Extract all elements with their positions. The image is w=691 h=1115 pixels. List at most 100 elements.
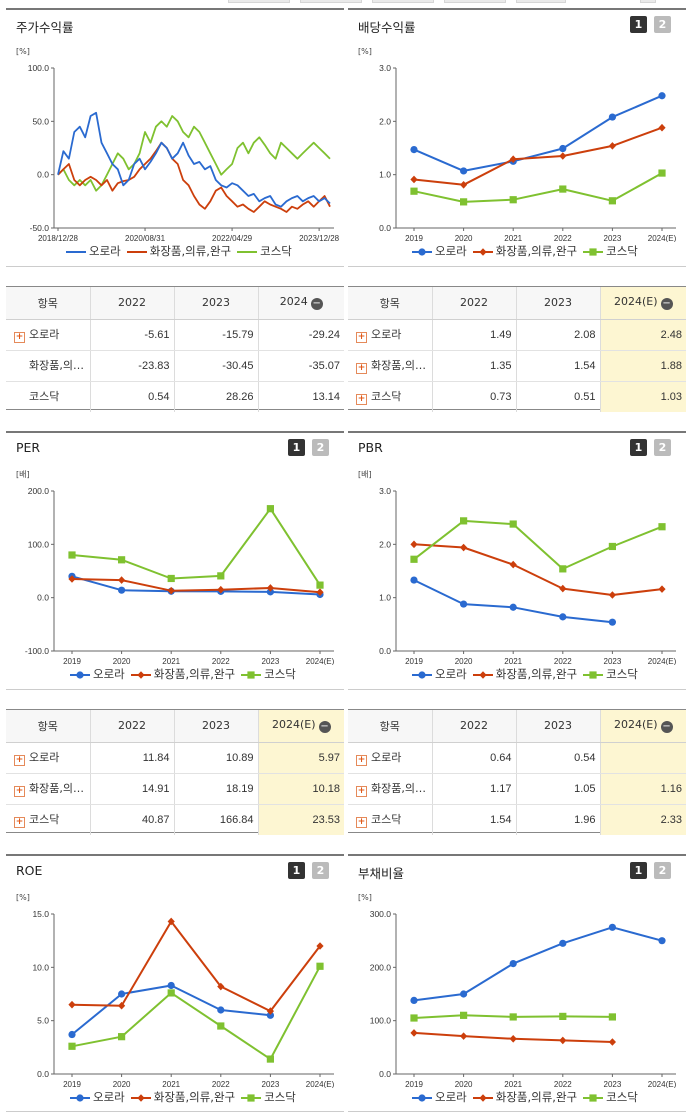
row-name-cell[interactable]: + 오로라: [348, 319, 432, 351]
table-header-label: 항목: [379, 719, 400, 733]
data-point: [266, 584, 274, 592]
value-cell: 23.53: [257, 804, 344, 835]
collapse-icon[interactable]: −: [310, 298, 323, 311]
legend-swatch: [583, 248, 604, 256]
row-name-cell[interactable]: + 오로라: [6, 742, 90, 774]
collapse-icon[interactable]: −: [660, 721, 673, 734]
y-tick-label: 2.0: [379, 539, 391, 549]
top-tab[interactable]: [228, 0, 290, 3]
chart-mode-button-1[interactable]: 1: [288, 862, 305, 879]
top-tab[interactable]: [516, 0, 566, 3]
expand-plus-icon[interactable]: +: [14, 786, 25, 797]
legend-item[interactable]: 화장품,의류,완구: [130, 666, 235, 682]
value-cell: -15.79: [173, 319, 258, 351]
legend-item[interactable]: 오로라: [70, 1089, 125, 1105]
legend-item[interactable]: 오로라: [70, 666, 125, 682]
legend-item[interactable]: 코스닥: [583, 243, 638, 259]
data-point: [559, 144, 567, 153]
panel-title: 주가수익률: [16, 20, 74, 35]
collapse-icon[interactable]: −: [660, 298, 673, 311]
x-tick-label: 2019: [405, 657, 423, 665]
x-tick-label: 2021: [162, 657, 180, 665]
row-name: 코스닥: [29, 390, 60, 404]
x-tick-label: 2022/04/29: [212, 234, 253, 242]
top-tab-strip: [0, 0, 691, 6]
value-cell: 166.84: [173, 804, 258, 835]
legend-item[interactable]: 화장품,의류,완구: [472, 243, 577, 259]
roe-chart-panel: ROE 1 2 [%] 15.0 10.0 5.0 0.0 2019 2020 2021 2022 20…: [6, 854, 344, 1112]
expand-plus-icon[interactable]: +: [14, 817, 25, 829]
y-tick-label: 0.0: [379, 646, 391, 656]
x-tick-label: 2019: [63, 657, 81, 665]
expand-plus-icon[interactable]: +: [356, 817, 367, 829]
data-point: [68, 1000, 76, 1009]
chart-mode-button-2[interactable]: 2: [654, 862, 671, 879]
top-tab[interactable]: [372, 0, 434, 3]
data-point: [68, 551, 76, 559]
legend-item[interactable]: 화장품,의류,완구: [126, 243, 231, 259]
chart-legend: 오로라 화장품,의류,완구 코스닥: [66, 243, 298, 259]
expand-plus-icon[interactable]: +: [356, 332, 367, 343]
chart-mode-button-1[interactable]: 1: [630, 16, 647, 33]
top-tab[interactable]: [300, 0, 362, 3]
data-point: [460, 517, 468, 525]
legend-item[interactable]: 오로라: [412, 243, 467, 259]
table-header: 2024(E) −: [599, 287, 686, 320]
expand-plus-icon[interactable]: +: [356, 755, 367, 766]
data-point: [68, 1030, 76, 1039]
expand-plus-icon[interactable]: +: [356, 394, 367, 406]
row-name-cell[interactable]: + 화장품,의…: [6, 773, 90, 805]
legend-item[interactable]: 화장품,의류,완구: [472, 1089, 578, 1105]
row-name-cell[interactable]: + 오로라: [6, 319, 90, 351]
pbr-chart-panel: PBR 1 2 [배] 3.0 2.0 1.0 0.0 2019 2020 2021 2022 2023…: [348, 431, 686, 690]
series-line-3: [71, 507, 321, 586]
expand-plus-icon[interactable]: +: [356, 363, 367, 374]
data-point: [118, 556, 126, 564]
top-tab[interactable]: [640, 0, 656, 3]
chart-mode-button-1[interactable]: 1: [288, 439, 305, 456]
row-name-cell[interactable]: + 코스닥: [348, 804, 432, 835]
legend-item[interactable]: 오로라: [412, 666, 467, 682]
x-tick-label: 2024(E): [648, 1080, 677, 1088]
legend-label: 화장품,의류,완구: [495, 1090, 578, 1104]
row-name-cell[interactable]: + 코스닥: [6, 804, 90, 835]
value-cell: 10.89: [173, 742, 258, 774]
y-tick-label: 3.0: [379, 486, 391, 496]
series-line-1: [413, 579, 613, 624]
expand-plus-icon[interactable]: +: [14, 755, 25, 766]
debt-chart-panel: 부채비율 1 2 [%] 300.0 200.0 100.0 0.0 2019 2020 2021 2…: [348, 854, 686, 1112]
legend-item[interactable]: 코스닥: [241, 666, 296, 682]
legend-item[interactable]: 코스닥: [583, 666, 638, 682]
legend-item[interactable]: 오로라: [412, 1089, 467, 1105]
legend-item[interactable]: 코스닥: [237, 243, 292, 259]
chart-mode-button-1[interactable]: 1: [630, 862, 647, 879]
data-point: [68, 1042, 76, 1050]
expand-plus-icon[interactable]: +: [356, 786, 367, 797]
row-name-cell[interactable]: + 화장품,의…: [348, 773, 432, 805]
table-header: 항목: [6, 287, 90, 320]
expand-plus-icon[interactable]: +: [14, 332, 25, 343]
legend-label: 코스닥: [606, 667, 638, 681]
legend-item[interactable]: 화장품,의류,완구: [130, 1089, 235, 1105]
legend-item[interactable]: 코스닥: [241, 1089, 296, 1105]
chart-mode-button-2[interactable]: 2: [312, 439, 329, 456]
chart-mode-button-2[interactable]: 2: [312, 862, 329, 879]
table-header: 2024(E) −: [599, 710, 686, 743]
collapse-icon[interactable]: −: [318, 721, 331, 734]
row-name-cell[interactable]: + 코스닥: [348, 381, 432, 412]
legend-item[interactable]: 화장품,의류,완구: [472, 666, 577, 682]
pbr-data-table: 항목 2022 2023 2024(E) − + 오로라 0.64 0.54 + 화장품,의… 1.1…: [348, 709, 686, 835]
row-name-cell[interactable]: + 오로라: [348, 742, 432, 774]
chart-mode-button-2[interactable]: 2: [654, 16, 671, 33]
legend-item[interactable]: 코스닥: [583, 1089, 638, 1105]
chart-mode-button-2[interactable]: 2: [654, 439, 671, 456]
top-tab[interactable]: [444, 0, 506, 3]
legend-item[interactable]: 오로라: [66, 243, 121, 259]
data-point: [608, 591, 616, 599]
data-point: [559, 584, 567, 593]
legend-swatch: [66, 251, 86, 253]
table-header: 항목: [348, 710, 432, 743]
data-point: [410, 1014, 418, 1022]
chart-mode-button-1[interactable]: 1: [630, 439, 647, 456]
row-name-cell[interactable]: + 화장품,의…: [348, 350, 432, 382]
